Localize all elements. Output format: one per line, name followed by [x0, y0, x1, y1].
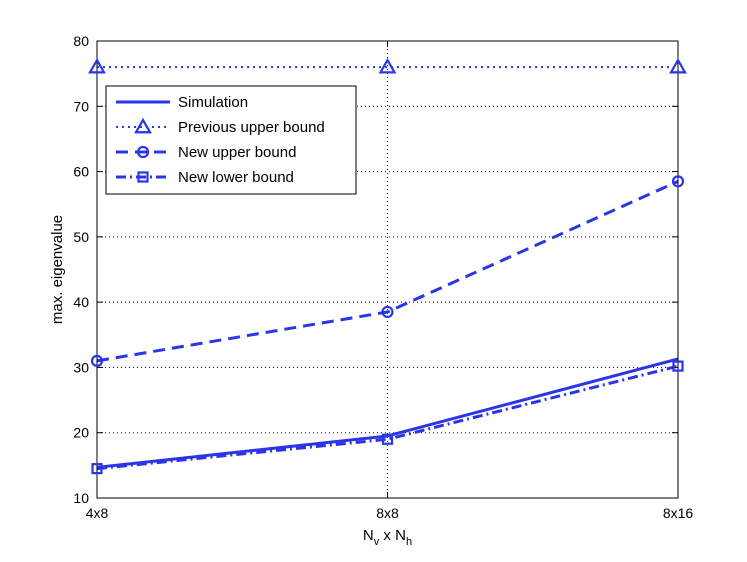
series-line-new-upper-bound [96, 179, 679, 363]
y-tick-label: 60 [73, 164, 89, 180]
series-line-simulation [96, 357, 679, 469]
x-axis-label-sub1: v [374, 536, 380, 548]
data-point-new-lower-bound [381, 433, 394, 445]
legend: Simulation Previous upper bound New upper … [105, 85, 357, 195]
y-axis-label: max. eigenvalue [49, 215, 66, 324]
y-tick-label: 70 [73, 98, 89, 114]
x-tick-label: 8x16 [663, 505, 694, 521]
x-tick-label: 8x8 [376, 505, 399, 521]
y-tick-label: 80 [73, 33, 89, 49]
data-point-previous-upper-bound [669, 57, 687, 74]
data-point-new-lower-bound [91, 463, 103, 475]
x-axis-label: Nv x Nh [363, 527, 412, 548]
data-point-new-lower-bound [672, 360, 684, 372]
x-tick-label: 4x8 [86, 505, 109, 521]
x-axis-label-main: N [363, 527, 374, 544]
legend-marker-new-lower-bound [137, 171, 149, 183]
data-point-previous-upper-bound [378, 57, 397, 74]
y-tick-label: 40 [73, 294, 89, 310]
data-point-new-upper-bound [90, 354, 104, 367]
legend-label-new-lower-bound: New lower bound [178, 169, 294, 186]
series-layer [96, 66, 679, 471]
data-point-new-upper-bound [671, 175, 685, 188]
y-tick-label: 10 [73, 490, 89, 506]
y-tick-label: 30 [73, 359, 89, 375]
legend-label-simulation: Simulation [178, 94, 248, 111]
legend-marker-previous-upper-bound [134, 117, 152, 134]
tick-layer: 10 20 30 40 50 60 70 80 4x8 8x8 8x16 [73, 33, 693, 521]
y-tick-label: 50 [73, 229, 89, 245]
data-point-new-upper-bound [381, 305, 394, 319]
grid-layer [97, 41, 678, 498]
x-axis-label-mid: x N [379, 527, 406, 544]
data-point-previous-upper-bound [88, 57, 106, 74]
y-tick-label: 20 [73, 425, 89, 441]
legend-marker-new-upper-bound [136, 145, 150, 159]
x-axis-label-sub2: h [406, 536, 412, 548]
legend-label-previous-upper-bound: Previous upper bound [178, 119, 325, 136]
legend-label-new-upper-bound: New upper bound [178, 144, 296, 161]
marker-layer [88, 57, 687, 475]
